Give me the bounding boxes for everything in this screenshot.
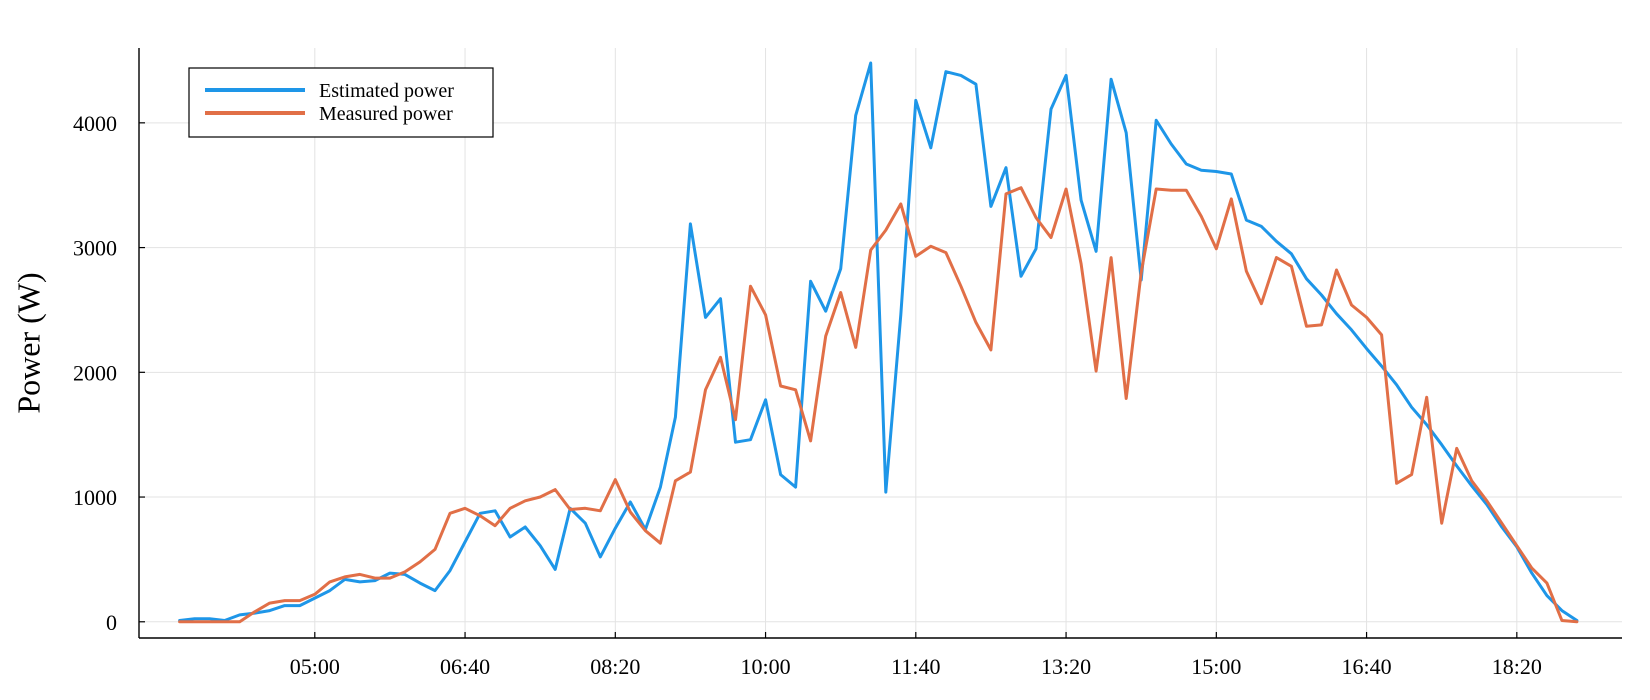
series-line-estimated-power bbox=[178, 61, 1579, 622]
x-tick-label: 05:00 bbox=[290, 654, 340, 679]
x-tick-label: 11:40 bbox=[891, 654, 940, 679]
y-tick-label: 1000 bbox=[73, 485, 117, 510]
x-tick-label: 15:00 bbox=[1191, 654, 1241, 679]
legend-label-estimated-power: Estimated power bbox=[319, 80, 454, 102]
x-tick-label: 10:00 bbox=[740, 654, 790, 679]
x-tick-label: 06:40 bbox=[440, 654, 490, 679]
y-tick-label: 4000 bbox=[73, 111, 117, 136]
x-tick-label: 18:20 bbox=[1492, 654, 1542, 679]
x-axis-ticks: 05:00 06:40 08:20 10:00 11:40 13:20 15:00 16:40… bbox=[290, 632, 1542, 679]
y-tick-label: 0 bbox=[106, 610, 117, 635]
legend-label-measured-power: Measured power bbox=[319, 103, 453, 125]
x-tick-label: 16:40 bbox=[1342, 654, 1392, 679]
x-tick-label: 13:20 bbox=[1041, 654, 1091, 679]
y-tick-label: 2000 bbox=[73, 360, 117, 385]
y-tick-label: 3000 bbox=[73, 236, 117, 261]
y-axis-ticks: 0 1000 2000 3000 4000 bbox=[73, 111, 145, 635]
legend-box bbox=[188, 67, 494, 138]
y-axis-title: Power (W) bbox=[10, 272, 46, 413]
plot-area bbox=[178, 61, 1579, 624]
series-line-measured-power bbox=[178, 186, 1579, 624]
x-tick-label: 08:20 bbox=[590, 654, 640, 679]
